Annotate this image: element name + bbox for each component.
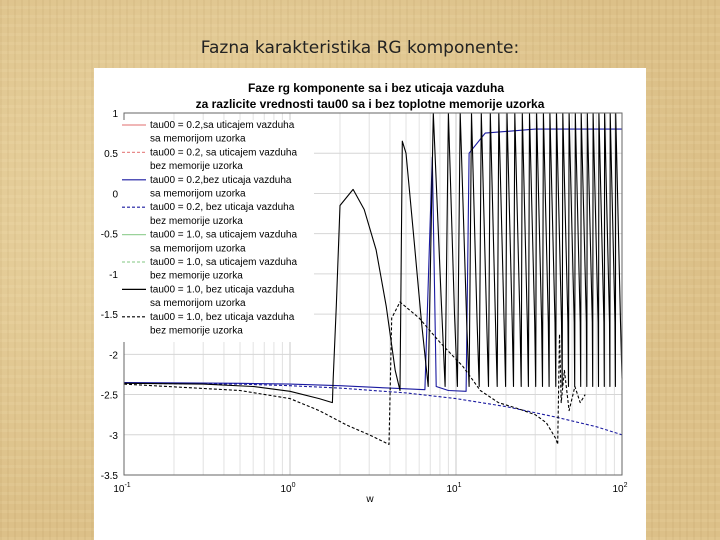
y-tick-label: -1 xyxy=(109,270,118,281)
slide-title: Fazna karakteristika RG komponente: xyxy=(200,38,520,58)
y-tick-label: -2.5 xyxy=(101,391,119,402)
legend-label: tau00 = 1.0, sa uticajem vazduha xyxy=(150,257,297,268)
series-line-4 xyxy=(123,301,586,445)
x-axis-label: w xyxy=(365,494,374,505)
chart-title: Faze rg komponente sa i bez uticaja vazd… xyxy=(248,81,504,95)
x-tick-label: 10-1 xyxy=(113,482,130,495)
y-tick-label: -2 xyxy=(109,350,118,361)
x-tick-label: 102 xyxy=(612,482,627,495)
legend-label: bez memorije uzorka xyxy=(150,216,243,227)
y-tick-label: -1.5 xyxy=(101,310,119,321)
legend-label: sa memorijom uzorka xyxy=(150,298,246,309)
legend-label: tau00 = 0.2, sa uticajem vazduha xyxy=(150,147,297,158)
y-tick-label: 1 xyxy=(112,109,118,120)
legend-label: tau00 = 1.0, bez uticaja vazduha xyxy=(150,312,295,323)
chart-svg: 1 0.5 0 -0.5 -1 -1.5 -2 -2.5 -3 -3.510-1 100 101 102… xyxy=(101,81,628,505)
legend-label: tau00 = 0.2, bez uticaja vazduha xyxy=(150,202,295,213)
chart-panel: 1 0.5 0 -0.5 -1 -1.5 -2 -2.5 -3 -3.5 10-1 100 101 102… xyxy=(94,68,646,540)
legend-label: bez memorije uzorka xyxy=(150,161,243,172)
legend-label: sa memorijom uzorka xyxy=(150,189,246,200)
y-tick-label: 0.5 xyxy=(104,149,118,160)
legend-label: sa memorijom uzorka xyxy=(150,134,246,145)
legend-label: tau00 = 1.0, sa uticajem vazduha xyxy=(150,230,297,241)
legend-label: bez memorije uzorka xyxy=(150,271,243,282)
legend-label: tau00 = 1.0, bez uticaja vazduha xyxy=(150,284,295,295)
y-tick-label: 0 xyxy=(112,189,118,200)
legend-label: tau00 = 0.2,sa uticajem vazduha xyxy=(150,120,295,131)
y-tick-label: -0.5 xyxy=(101,230,119,241)
legend-label: tau00 = 0.2,bez uticaja vazduha xyxy=(150,175,292,186)
series-line-2 xyxy=(123,382,623,436)
chart-subtitle: za razlicite vrednosti tau00 sa i bez to… xyxy=(196,97,545,111)
y-tick-label: -3 xyxy=(109,431,118,442)
legend: tau00 = 0.2,sa uticajem vazduha sa memor… xyxy=(120,120,314,342)
legend-label: sa memorijom uzorka xyxy=(150,243,246,254)
x-tick-label: 100 xyxy=(280,482,295,495)
x-tick-label: 101 xyxy=(446,482,461,495)
y-tick-label: -3.5 xyxy=(101,471,119,482)
legend-label: bez memorije uzorka xyxy=(150,326,243,337)
legend-box xyxy=(120,120,314,342)
axes-layer: 1 0.5 0 -0.5 -1 -1.5 -2 -2.5 -3 -3.510-1 100 101 102 xyxy=(101,109,628,495)
